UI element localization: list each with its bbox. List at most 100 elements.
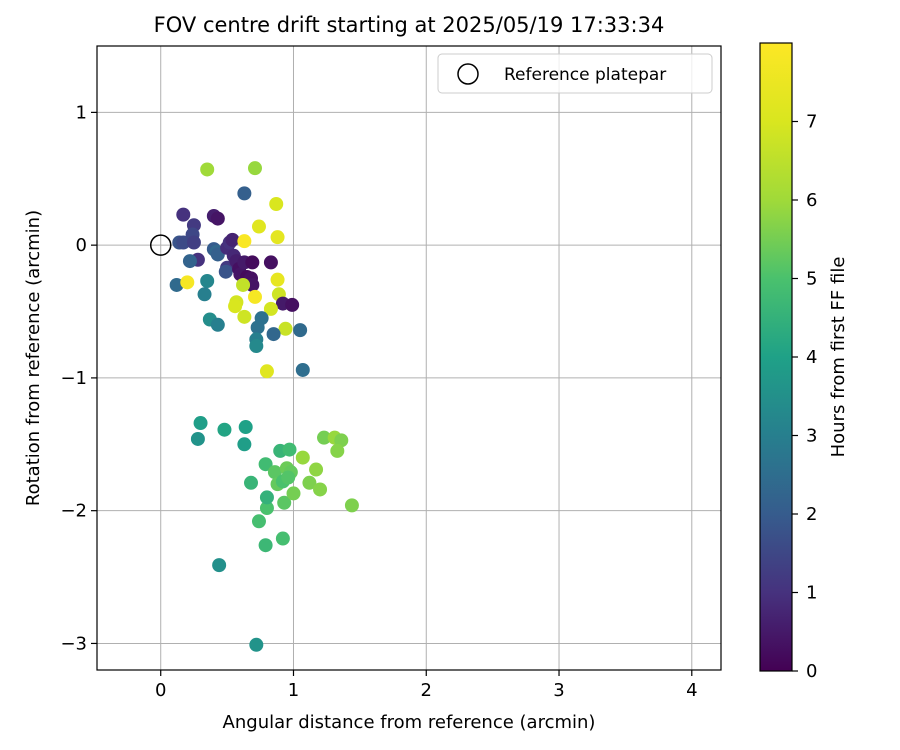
data-point [186,235,201,250]
data-point [278,321,293,336]
data-point [330,443,345,458]
data-point [295,362,310,377]
colorbar-tick-label: 6 [806,190,817,211]
colorbar-label: Hours from first FF file [828,257,849,458]
data-point [176,207,191,222]
data-point [267,465,282,480]
reference-marker-layer [149,234,172,256]
chart-title: FOV centre drift starting at 2025/05/19 … [154,13,665,37]
colorbar-gradient [759,42,793,672]
data-point [249,637,264,652]
data-point [169,277,184,292]
data-point [251,514,266,529]
colorbar-tick-label: 7 [806,112,817,133]
data-point [197,287,212,302]
data-point [237,186,252,201]
data-point [309,462,324,477]
data-point [210,211,225,226]
data-point [263,255,278,270]
data-point [313,482,328,497]
legend-reference-marker [457,63,479,85]
data-point [200,273,215,288]
data-point [293,323,308,338]
data-point [244,475,259,490]
grid-lines [97,46,721,670]
data-point [269,196,284,211]
x-tick-label: 1 [288,680,299,701]
data-point [237,234,252,249]
data-point [180,275,195,290]
colorbar: 0 1 2 3 4 5 6 7 Hours from first FF file [759,42,849,682]
y-axis-label: Rotation from reference (arcmin) [23,210,44,506]
colorbar-tick-label: 3 [806,426,817,447]
data-point [270,230,285,245]
x-tick-label: 4 [686,680,697,701]
data-point [249,339,264,354]
x-tick-label: 0 [155,680,166,701]
data-point [259,364,274,379]
x-axis-ticks: 0 1 2 3 4 [155,670,698,701]
colorbar-tick-label: 2 [806,504,817,525]
data-point [193,416,208,431]
data-point [212,558,227,573]
data-point [281,470,296,485]
data-point [302,475,317,490]
x-tick-label: 2 [421,680,432,701]
plot-frame [96,45,722,671]
data-point [259,490,274,505]
data-point [218,264,233,279]
data-point [295,450,310,465]
data-point [190,431,205,446]
data-point [334,433,349,448]
colorbar-tick-label: 5 [806,269,817,290]
data-point [258,457,273,472]
data-point [237,309,252,324]
data-point [247,289,262,304]
data-point [275,531,290,546]
y-tick-label: −2 [60,501,87,522]
data-point [285,297,300,312]
data-point [182,254,197,269]
data-point [286,486,301,501]
data-point [176,235,191,250]
y-tick-label: −1 [60,368,87,389]
data-point [225,232,240,247]
data-point [263,301,278,316]
x-tick-label: 3 [553,680,564,701]
data-point [250,320,265,335]
colorbar-tick-label: 1 [806,583,817,604]
data-point [236,277,251,292]
legend: Reference platepar [437,53,713,94]
colorbar-tick-label: 0 [806,661,817,682]
colorbar-ticks: 0 1 2 3 4 5 6 7 [792,112,817,682]
data-point [259,501,274,516]
data-point [344,498,359,513]
y-axis-ticks: 1 0 −1 −2 −3 [60,102,97,654]
y-tick-label: 1 [76,102,87,123]
y-tick-label: −3 [60,633,87,654]
data-point [277,495,292,510]
data-point [247,161,262,176]
y-tick-label: 0 [76,235,87,256]
data-point [251,219,266,234]
data-point [200,162,215,177]
data-point [228,299,243,314]
data-point [270,272,285,287]
data-point [282,442,297,457]
data-points [169,161,359,652]
colorbar-tick-label: 4 [806,347,817,368]
data-point [238,420,253,435]
reference-platepar-marker [149,234,172,256]
data-point [237,437,252,452]
data-point [258,538,273,553]
data-point [210,317,225,332]
legend-box [437,53,713,94]
data-point [317,430,332,445]
data-point [245,255,260,270]
data-point [266,327,281,342]
x-axis-label: Angular distance from reference (arcmin) [223,712,596,733]
data-point [217,422,232,437]
legend-entry-label: Reference platepar [504,65,666,85]
